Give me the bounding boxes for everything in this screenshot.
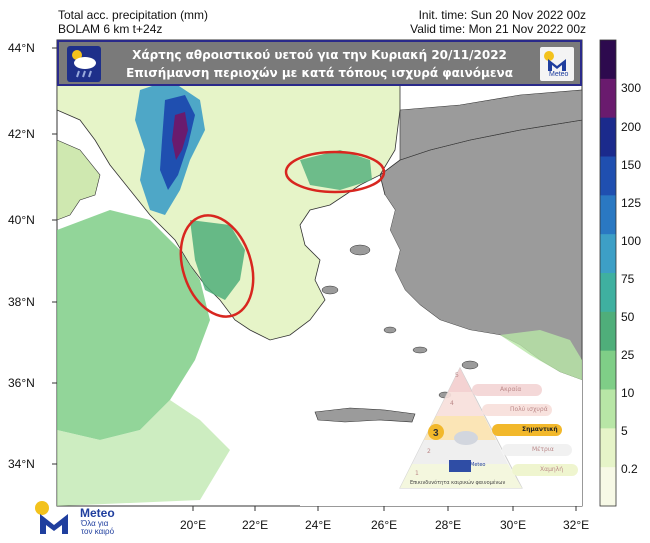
triangle-level-num: 5	[455, 372, 459, 379]
lon-label: 32°E	[563, 518, 590, 532]
highlight-ellipse-thrace	[284, 150, 386, 194]
triangle-caption: Επικινδυνότητα καιρικών φαινομένων	[410, 480, 506, 486]
header-valid-time: Valid time: Mon 21 Nov 2022 00z	[410, 22, 586, 36]
banner-subtitle: Επισήμανση περιοχών με κατά τόπους ισχυρ…	[126, 66, 513, 80]
precip-ionian-light	[57, 400, 230, 506]
header-model: BOLAM 6 km t+24z	[58, 22, 163, 36]
rain-cloud-icon	[67, 46, 101, 82]
lon-label: 24°E	[305, 518, 332, 532]
colorbar-label: 0.2	[621, 462, 638, 476]
triangle-level-num: 1	[415, 470, 419, 477]
header-init-time: Init. time: Sun 20 Nov 2022 00z	[418, 8, 586, 22]
colorbar-swatch	[600, 428, 616, 468]
lat-label: 44°N	[8, 41, 35, 55]
colorbar-label: 10	[621, 386, 635, 400]
meteo-logo-icon	[35, 501, 68, 534]
colorbar-label: 100	[621, 234, 642, 248]
colorbar-label: 300	[621, 81, 642, 95]
precip-south-turkey	[500, 330, 582, 380]
lon-label: 30°E	[500, 518, 527, 532]
logo-brand: Meteo	[80, 506, 115, 520]
lat-label: 34°N	[8, 457, 35, 471]
colorbar-swatch	[600, 273, 616, 313]
colorbar-swatch	[600, 311, 616, 352]
triangle-level-num: 2	[427, 448, 431, 455]
precip-ionian	[57, 210, 210, 440]
title-banner: Χάρτης αθροιστικού υετού για την Κυριακή…	[57, 40, 582, 86]
warning-triangle: 3	[399, 366, 578, 489]
lat-label: 38°N	[8, 295, 35, 309]
banner-title: Χάρτης αθροιστικού υετού για την Κυριακή…	[132, 48, 507, 62]
colorbar-label: 150	[621, 158, 642, 172]
triangle-level-label: Πολύ ισχυρά	[510, 406, 548, 413]
colorbar-swatch	[600, 156, 616, 196]
triangle-level-label: Μέτρια	[532, 446, 554, 453]
logo-slogan: Όλα για τον καιρό	[81, 519, 115, 536]
lat-label: 36°N	[8, 376, 35, 390]
meteo-logo: Meteo Όλα για τον καιρό	[30, 498, 140, 538]
land-black-sea-coast	[399, 89, 583, 161]
colorbar-label: 75	[621, 272, 635, 286]
colorbar-label: 200	[621, 120, 642, 134]
colorbar-label: 125	[621, 196, 642, 210]
header-right: Init. time: Sun 20 Nov 2022 00z Valid ti…	[410, 8, 586, 36]
triangle-active-num: 3	[433, 428, 439, 439]
highlight-ellipse-epirus	[179, 214, 255, 318]
triangle-level-label: Ακραία	[500, 386, 522, 393]
triangle-logo-text: Meteo	[470, 462, 486, 468]
precip-adriatic-max	[172, 112, 188, 160]
lat-label: 42°N	[8, 127, 35, 141]
precip-epirus	[190, 220, 245, 300]
header-title: Total acc. precipitation (mm)	[58, 8, 209, 22]
lon-label: 28°E	[435, 518, 462, 532]
colorbar-swatch	[600, 350, 616, 390]
colorbar-swatch	[600, 234, 616, 274]
triangle-level-label: Χαμηλή	[540, 466, 564, 473]
colorbar-swatch	[600, 40, 616, 80]
colorbar-label: 5	[621, 424, 628, 438]
colorbar	[600, 40, 616, 507]
precip-thrace	[300, 150, 372, 190]
triangle-level-num: 4	[450, 400, 454, 407]
colorbar-swatch	[600, 389, 616, 429]
colorbar-label: 50	[621, 310, 635, 324]
lat-label: 40°N	[8, 213, 35, 227]
meteo-logo-icon: Meteo	[540, 47, 574, 81]
colorbar-swatch	[600, 78, 616, 119]
land-crete	[314, 407, 416, 423]
lon-label: 22°E	[242, 518, 269, 532]
colorbar-swatch	[600, 195, 616, 235]
land-italy	[56, 139, 101, 221]
lon-label: 26°E	[371, 518, 398, 532]
triangle-level-label: Σημαντική	[522, 426, 558, 433]
colorbar-swatch	[600, 467, 616, 507]
colorbar-label: 25	[621, 348, 635, 362]
lon-label: 20°E	[180, 518, 207, 532]
header-left: Total acc. precipitation (mm) BOLAM 6 km…	[58, 8, 208, 36]
banner-logo-text: Meteo	[549, 71, 569, 78]
colorbar-swatch	[600, 117, 616, 157]
